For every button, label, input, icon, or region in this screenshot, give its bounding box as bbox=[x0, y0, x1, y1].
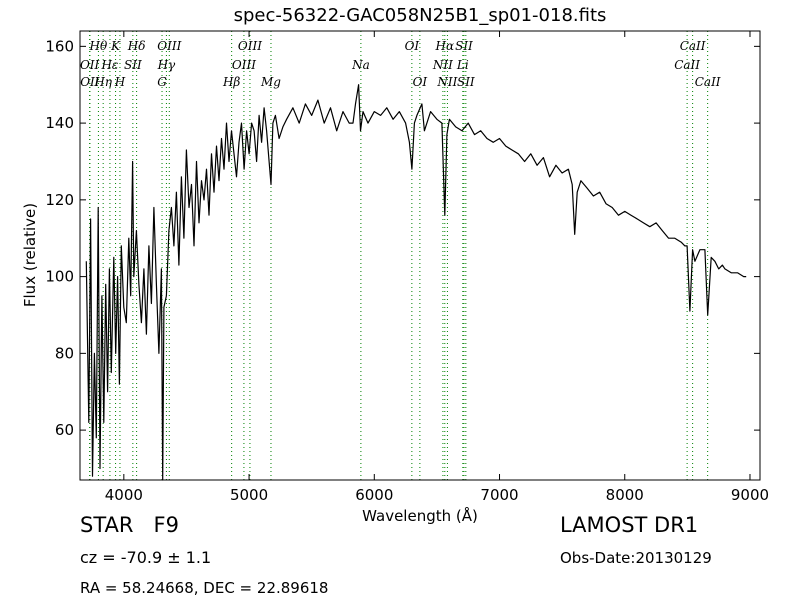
y-tick-label-2: 100 bbox=[45, 268, 74, 286]
redshift-value: cz = -70.9 ± 1.1 bbox=[80, 548, 212, 567]
x-axis-label: Wavelength (Å) bbox=[362, 506, 478, 525]
x-axis-ticks: 4000 5000 6000 7000 8000 9000 bbox=[105, 31, 769, 504]
line-label-27: CaII bbox=[695, 75, 721, 89]
line-label-8: Hδ bbox=[127, 39, 146, 53]
line-label-24: SII bbox=[457, 75, 475, 89]
observation-date: Obs-Date:20130129 bbox=[560, 549, 712, 567]
spectrum-series bbox=[85, 84, 747, 481]
line-label-13: OIII bbox=[232, 58, 256, 72]
ra-dec-coordinates: RA = 58.24668, DEC = 22.89618 bbox=[80, 579, 329, 597]
line-label-22: Li bbox=[456, 58, 469, 72]
line-label-10: Hγ bbox=[157, 58, 176, 72]
line-label-5: Hε bbox=[100, 58, 118, 72]
x-tick-label-4: 8000 bbox=[606, 486, 644, 504]
y-tick-label-4: 140 bbox=[45, 114, 74, 132]
y-axis-ticks: 60 80 100 120 140 160 bbox=[45, 37, 760, 439]
x-tick-label-3: 7000 bbox=[480, 486, 518, 504]
line-label-15: Mg bbox=[260, 75, 281, 89]
line-label-1: OII bbox=[80, 58, 100, 72]
y-tick-label-3: 120 bbox=[45, 191, 74, 209]
spectrum-line-0 bbox=[85, 84, 747, 481]
x-tick-label-1: 5000 bbox=[230, 486, 268, 504]
x-tick-label-2: 6000 bbox=[355, 486, 393, 504]
line-label-12: OIII bbox=[238, 39, 262, 53]
line-label-7: H bbox=[114, 75, 126, 89]
x-tick-label-5: 9000 bbox=[731, 486, 769, 504]
plot-frame bbox=[79, 30, 761, 481]
chart-title: spec-56322-GAC058N25B1_sp01-018.fits bbox=[233, 5, 607, 26]
line-label-6: SII bbox=[124, 58, 142, 72]
line-label-26: CaII bbox=[674, 58, 700, 72]
survey-name: LAMOST DR1 bbox=[560, 513, 699, 537]
line-label-18: OI bbox=[413, 75, 428, 89]
x-tick-label-0: 4000 bbox=[105, 486, 143, 504]
line-label-17: OI bbox=[405, 39, 420, 53]
line-label-21: NII bbox=[432, 58, 453, 72]
line-label-25: CaII bbox=[680, 39, 706, 53]
line-label-23: NII bbox=[436, 75, 457, 89]
line-label-14: Hβ bbox=[222, 75, 240, 89]
line-label-0: Hθ bbox=[89, 39, 108, 53]
line-label-3: Hη bbox=[93, 75, 112, 89]
line-label-19: Hα bbox=[435, 39, 455, 53]
object-class: STAR F9 bbox=[80, 513, 179, 537]
line-label-20: SII bbox=[455, 39, 473, 53]
y-tick-label-1: 80 bbox=[55, 344, 74, 362]
y-tick-label-0: 60 bbox=[55, 421, 74, 439]
line-label-16: Na bbox=[351, 58, 370, 72]
line-label-9: OIII bbox=[157, 39, 181, 53]
line-label-2: OII bbox=[80, 75, 100, 89]
y-tick-label-5: 160 bbox=[45, 37, 74, 55]
line-label-4: K bbox=[110, 39, 121, 53]
line-label-11: G bbox=[157, 75, 167, 89]
y-axis-label: Flux (relative) bbox=[21, 203, 39, 307]
